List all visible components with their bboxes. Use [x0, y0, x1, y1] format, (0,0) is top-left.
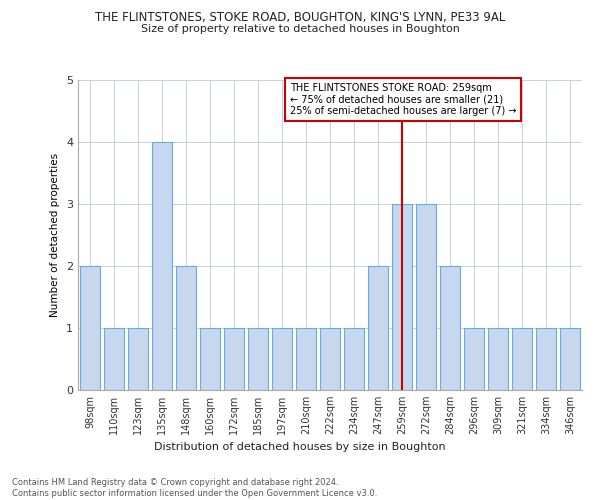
Bar [440, 266, 460, 390]
Bar [464, 328, 484, 390]
Text: Contains HM Land Registry data © Crown copyright and database right 2024.
Contai: Contains HM Land Registry data © Crown c… [12, 478, 377, 498]
Text: Distribution of detached houses by size in Boughton: Distribution of detached houses by size … [154, 442, 446, 452]
Bar [416, 204, 436, 390]
Bar [344, 328, 364, 390]
Bar [128, 328, 148, 390]
Bar [272, 328, 292, 390]
Bar [80, 266, 100, 390]
Bar [536, 328, 556, 390]
Text: THE FLINTSTONES STOKE ROAD: 259sqm
← 75% of detached houses are smaller (21)
25%: THE FLINTSTONES STOKE ROAD: 259sqm ← 75%… [290, 83, 516, 116]
Bar [320, 328, 340, 390]
Bar [152, 142, 172, 390]
Bar [200, 328, 220, 390]
Bar [368, 266, 388, 390]
Bar [104, 328, 124, 390]
Bar [224, 328, 244, 390]
Bar [176, 266, 196, 390]
Bar [296, 328, 316, 390]
Bar [512, 328, 532, 390]
Text: THE FLINTSTONES, STOKE ROAD, BOUGHTON, KING'S LYNN, PE33 9AL: THE FLINTSTONES, STOKE ROAD, BOUGHTON, K… [95, 11, 505, 24]
Text: Size of property relative to detached houses in Boughton: Size of property relative to detached ho… [140, 24, 460, 34]
Bar [560, 328, 580, 390]
Bar [248, 328, 268, 390]
Bar [488, 328, 508, 390]
Bar [392, 204, 412, 390]
Y-axis label: Number of detached properties: Number of detached properties [50, 153, 61, 317]
